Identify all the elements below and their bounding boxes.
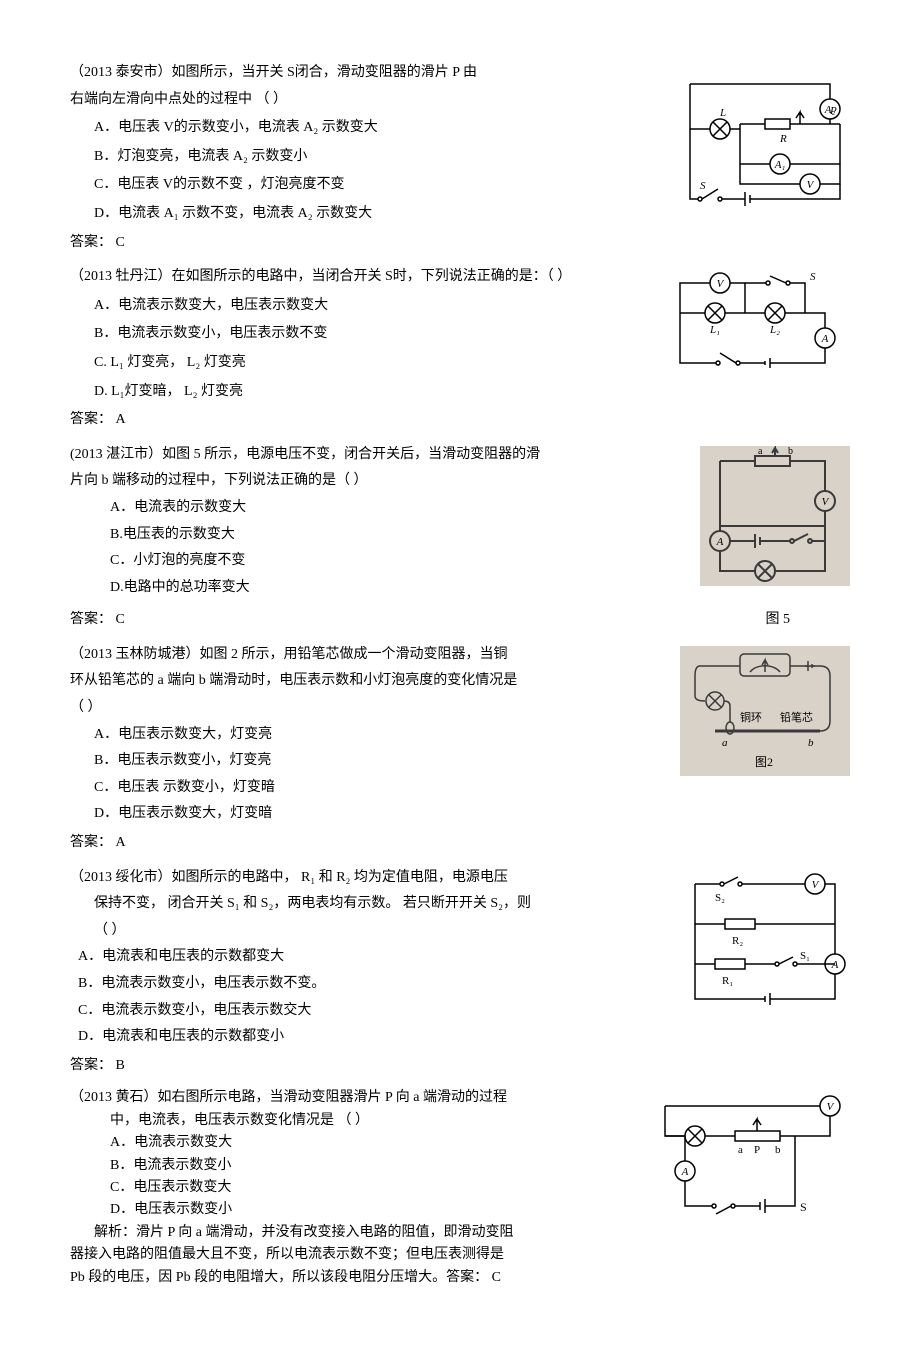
q3-opt-c: C．小灯泡的亮度不变 [110, 548, 465, 575]
q5-answer: 答案： B [70, 1053, 850, 1080]
label-a6: a [738, 1144, 743, 1156]
label-b4: b [808, 737, 814, 749]
label-s2: S₂ [715, 892, 725, 904]
q6-opt-c: C．电压表示数变大 [110, 1177, 465, 1199]
q6-expl-b: 器接入电路的阻值最大且不变，所以电流表示数不变；但电压表测得是 [70, 1244, 850, 1266]
q6-opt-d: D．电压表示数变小 [110, 1199, 465, 1221]
label-s1: S₁ [800, 950, 810, 962]
q4-opt-c: C．电压表 示数变小，灯变暗 [94, 775, 850, 802]
label-b6: b [775, 1144, 781, 1156]
q2-circuit-svg: L₁ L₂ A V S [650, 268, 850, 378]
q4-fig-caption: 图2 [755, 755, 773, 769]
label-r: R [779, 133, 787, 145]
q1-circuit-svg: A₂ P R L A₁ V S [670, 64, 850, 214]
label-s6: S [800, 1200, 807, 1214]
q3-opt-d: D.电路中的总功率变大 [110, 575, 465, 602]
q5-figure: S₂ V R₂ A R₁ S₁ [680, 869, 850, 1009]
label-l1: L₁ [709, 324, 720, 336]
q2-opt-d: D. L₁灯变暗， L₂ 灯变亮 [94, 379, 850, 406]
label-a: A [821, 333, 829, 345]
label-a4: a [722, 737, 728, 749]
q5-circuit-svg: S₂ V R₂ A R₁ S₁ [680, 869, 850, 1009]
label-a2: A [716, 536, 724, 548]
q6-circuit-svg: V a P b S A [650, 1091, 850, 1231]
label-r2: R₂ [732, 935, 743, 947]
label-ring: 铜环 [740, 710, 762, 724]
label-l2: L₂ [769, 324, 780, 336]
q1-figure: A₂ P R L A₁ V S [670, 64, 850, 214]
q4-answer: 答案： A [70, 830, 850, 857]
q1-answer: 答案： C [70, 230, 850, 257]
label-s: S [810, 271, 816, 283]
q2-figure: L₁ L₂ A V S [650, 268, 850, 378]
q4-figure: 铜环 铅笔芯 a b 图2 [680, 646, 850, 776]
q3-opt-b: B.电压表的示数变大 [110, 522, 465, 549]
q5-opt-d: D．电流表和电压表的示数都变小 [78, 1024, 850, 1051]
label-s: S [700, 180, 706, 192]
q4-opt-d: D．电压表示数变大，灯变暗 [94, 801, 850, 828]
label-b: b [788, 446, 793, 457]
q6-figure: V a P b S A [650, 1091, 850, 1231]
label-a: a [758, 446, 763, 457]
q6-opt-a: A．电流表示数变大 [110, 1132, 465, 1154]
q3-caption: 图 5 [766, 607, 791, 634]
label-l: L [719, 107, 726, 119]
label-p6: P [754, 1144, 760, 1156]
q3-opt-a: A．电流表的示数变大 [110, 495, 465, 522]
label-a1: A₁ [774, 159, 786, 171]
q6-expl-c: Pb 段的电压，因 Pb 段的电阻增大，所以该段电阻分压增大。答案： C [70, 1267, 850, 1289]
label-p: P [829, 105, 837, 117]
label-lead: 铅笔芯 [780, 710, 813, 724]
label-r1: R₁ [722, 975, 733, 987]
q3-figure: a b V A [700, 446, 850, 586]
label-a6b: A [681, 1166, 689, 1178]
q6-opt-b: B．电流表示数变小 [110, 1155, 465, 1177]
label-a5: A [831, 959, 839, 971]
q3-circuit-svg: a b V A [700, 446, 850, 586]
q4-circuit-svg: 铜环 铅笔芯 a b 图2 [680, 646, 850, 776]
q3-answer: 答案： C [70, 607, 850, 634]
q2-answer: 答案： A [70, 407, 850, 434]
